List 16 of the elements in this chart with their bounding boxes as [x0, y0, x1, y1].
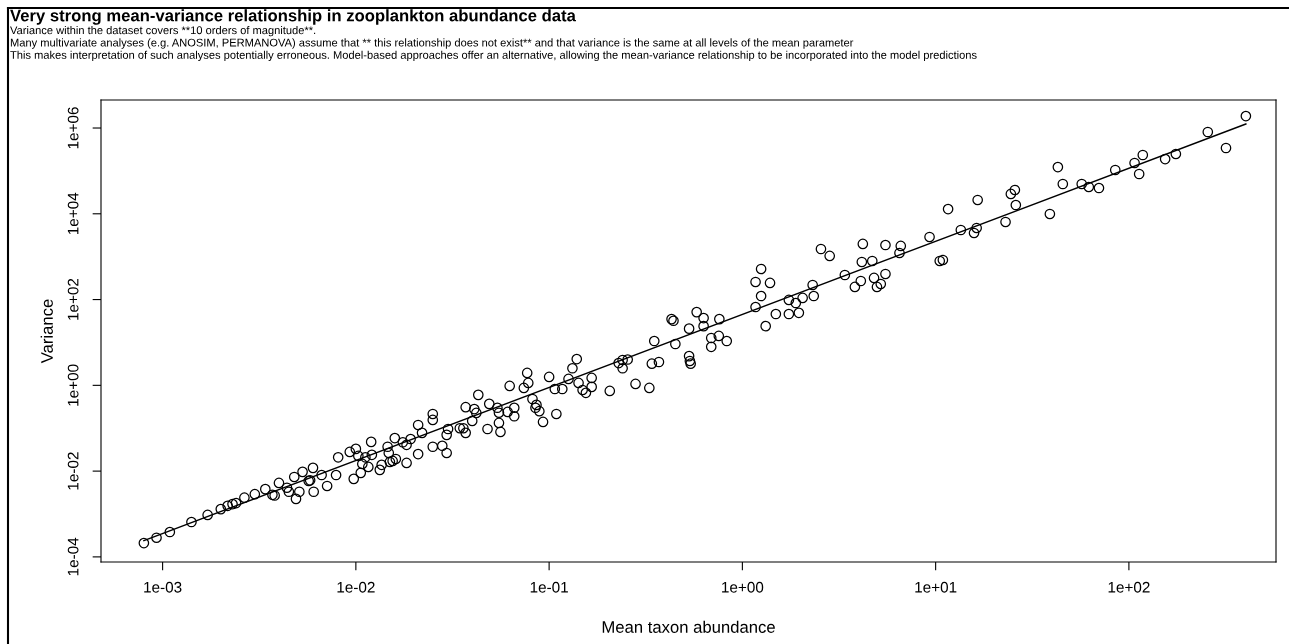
x-tick-label: 1e-02 — [337, 581, 375, 593]
x-tick-label: 1e+01 — [915, 581, 957, 593]
y-axis-title: Variance — [40, 299, 53, 364]
y-tick-label: 1e-04 — [67, 537, 79, 576]
x-axis-title: Mean taxon abundance — [602, 620, 775, 633]
y-tick-label: 1e+06 — [67, 107, 79, 149]
chart-subtitle: Variance within the dataset covers **10 orders of magnitude**. Many multivariate analyses (e.g. ANOSIM, PERMANOVA) assume that ** this relationship does not exist** and that variance is the same at all levels of the mean parameter This makes interpretation of such analyses potentially erroneous. Model-based approaches offer an alternative, allowing the mean-variance relationship to be incorporated into the model predictions — [10, 26, 977, 62]
x-tick-label: 1e+00 — [722, 581, 764, 593]
y-tick-label: 1e+04 — [67, 192, 79, 235]
y-tick-label: 1e+00 — [67, 364, 79, 406]
y-tick-label: 1e+02 — [67, 278, 79, 320]
x-tick-label: 1e-03 — [144, 581, 182, 593]
y-tick-label: 1e-02 — [67, 452, 79, 490]
x-tick-label: 1e+02 — [1108, 581, 1150, 593]
chart-title: Very strong mean-variance relationship in zooplankton abundance data — [10, 9, 576, 25]
x-tick-label: 1e-01 — [530, 581, 568, 593]
